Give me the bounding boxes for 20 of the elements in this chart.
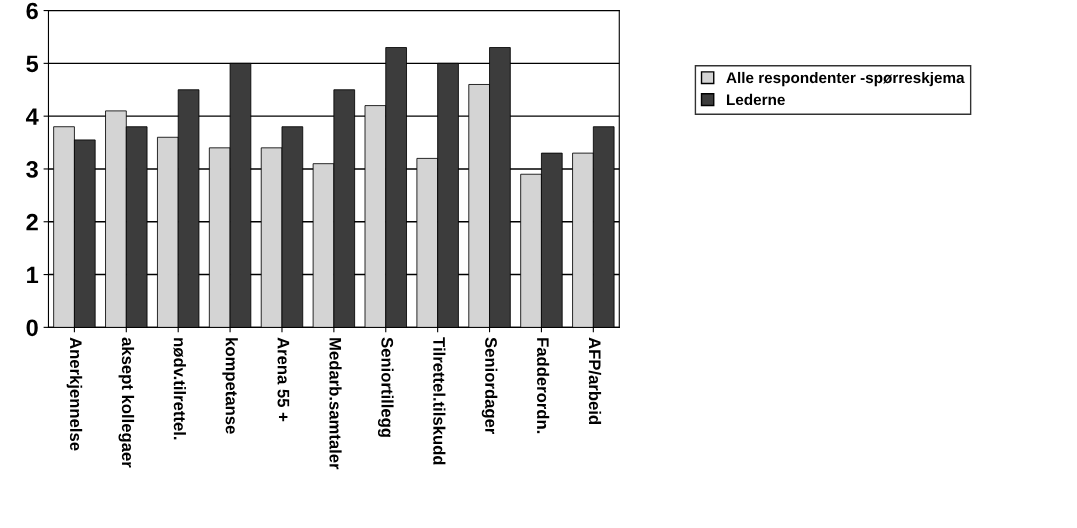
x-tick-label: kompetanse — [222, 338, 238, 434]
y-tick-label: 2 — [26, 213, 38, 231]
x-tick-label: aksept kollegaer — [118, 337, 135, 468]
x-tick-label: Arena 55 + — [277, 337, 290, 422]
x-tick-label: Medarb.samtaler — [329, 338, 342, 470]
x-tick-label: AFP/arbeid — [588, 337, 602, 424]
legend-label: Lederne — [726, 93, 785, 106]
x-tick-label: Tilrettel.tilskudd — [433, 337, 446, 465]
y-tick-label: 3 — [26, 161, 38, 178]
x-tick-label: Fadderordn. — [536, 338, 550, 434]
x-tick-label: Seniordager — [481, 337, 498, 435]
y-tick-label: 1 — [27, 266, 39, 284]
legend-label: Alle respondenter -spørreskjema — [726, 71, 965, 87]
y-tick-label: 0 — [26, 319, 38, 337]
x-tick-label: nødv.tilrettel. — [173, 338, 186, 440]
x-tick-label: Anerkjennelse — [66, 337, 83, 451]
x-tick-label: Seniortillegg — [377, 337, 394, 437]
y-tick-label: 4 — [25, 108, 39, 125]
y-tick-label: 5 — [26, 55, 39, 73]
y-tick-label: 6 — [26, 2, 38, 20]
